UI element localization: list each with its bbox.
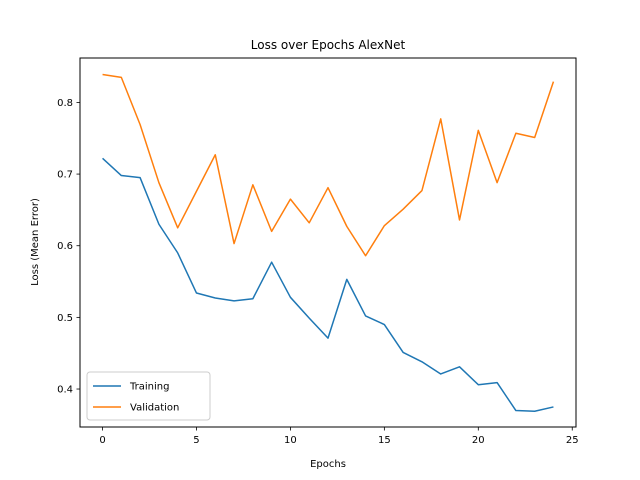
x-tick-label: 0: [99, 435, 105, 446]
legend-label-training: Training: [129, 382, 169, 393]
y-tick-label: 0.7: [57, 170, 73, 181]
y-tick-label: 0.5: [57, 313, 73, 324]
plot-frame: [79, 57, 577, 428]
legend: Training Validation: [86, 371, 211, 421]
x-tick-label: 25: [566, 435, 579, 446]
series-layer: [102, 73, 555, 412]
x-axis: 0 5 10 15 20 25: [99, 427, 579, 446]
series-line-validation: [102, 73, 555, 257]
legend-box: [86, 371, 211, 421]
y-tick-label: 0.4: [57, 385, 73, 396]
x-tick-label: 10: [284, 435, 297, 446]
x-axis-label: Epochs: [310, 459, 346, 470]
axes-layer: [79, 57, 577, 428]
plot-area: [80, 58, 576, 427]
x-tick-label: 15: [378, 435, 391, 446]
y-axis: 0.4 0.5 0.6 0.7 0.8: [57, 98, 80, 396]
x-tick-label: 5: [193, 435, 199, 446]
series-line-training: [102, 157, 554, 412]
y-axis-label: Loss (Mean Error): [30, 198, 41, 286]
x-tick-label: 20: [472, 435, 485, 446]
y-tick-label: 0.6: [57, 241, 73, 252]
legend-label-validation: Validation: [130, 403, 179, 414]
chart-title: Loss over Epochs AlexNet: [251, 38, 406, 52]
y-tick-label: 0.8: [57, 98, 73, 109]
